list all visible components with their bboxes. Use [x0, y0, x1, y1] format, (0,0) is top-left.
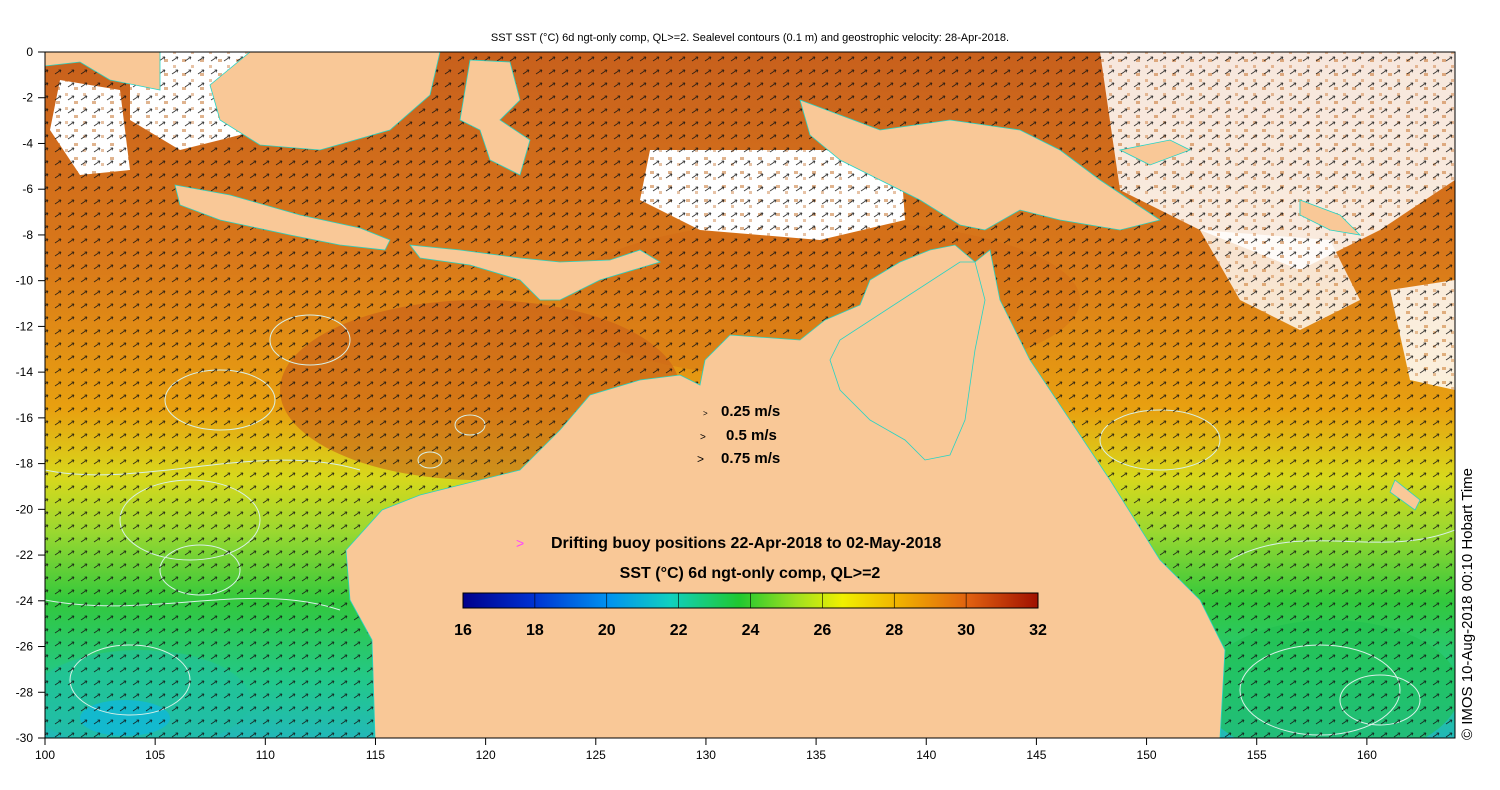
x-tick-label: 100 [35, 748, 55, 762]
y-tick-label: -18 [16, 457, 34, 471]
map-title: SST SST (°C) 6d ngt-only comp, QL>=2. Se… [491, 32, 1009, 44]
buoy-marker-icon: > [516, 535, 524, 551]
y-tick-label: -8 [22, 228, 33, 242]
velocity-legend-label: 0.75 m/s [721, 450, 780, 467]
y-tick-label: -14 [16, 365, 34, 379]
colorbar-tick-label: 24 [742, 622, 760, 639]
x-tick-label: 145 [1026, 748, 1046, 762]
velocity-legend: >0.25 m/s > 0.5 m/s > 0.75 m/s [697, 403, 780, 467]
y-tick-label: -24 [16, 594, 34, 608]
colorbar: SST (°C) 6d ngt-only comp, QL>=2 16 18 20 2… [454, 565, 1047, 639]
y-tick-label: 0 [26, 45, 33, 59]
colorbar-tick-label: 16 [454, 622, 472, 639]
velocity-legend-label: 0.25 m/s [721, 403, 780, 420]
y-tick-label: -30 [16, 731, 34, 745]
colorbar-tick-label: 28 [885, 622, 903, 639]
velocity-legend-label: 0.5 m/s [726, 427, 777, 444]
x-tick-label: 135 [806, 748, 826, 762]
buoy-legend: > Drifting buoy positions 22-Apr-2018 to… [516, 535, 941, 552]
y-tick-label: -2 [22, 91, 33, 105]
x-tick-label: 110 [256, 748, 275, 762]
land-australia [345, 244, 1226, 738]
colorbar-tick-label: 20 [598, 622, 616, 639]
velocity-arrow-icon: > [697, 452, 704, 466]
y-tick-label: -22 [16, 548, 34, 562]
land-sulawesi [459, 59, 531, 176]
y-tick-label: -12 [16, 319, 34, 333]
land-new-guinea [799, 99, 1161, 231]
velocity-arrow-icon: > [700, 432, 706, 443]
colorbar-tick-label: 30 [957, 622, 975, 639]
velocity-arrow-icon: > [703, 409, 708, 418]
land-borneo [209, 52, 441, 151]
x-tick-label: 140 [916, 748, 936, 762]
y-axis: 0 -2 -4 -6 -8 -10 -12 -14 -16 -18 -20 -22 -24 -26 -28 -… [16, 45, 45, 745]
x-tick-label: 115 [366, 748, 385, 762]
map-frame [44, 51, 1456, 739]
land-java [174, 184, 391, 251]
land-sunda-islands [409, 244, 661, 301]
colorbar-ticks: 16 18 20 22 24 26 28 30 32 [454, 593, 1047, 639]
x-tick-label: 105 [145, 748, 165, 762]
buoy-legend-label: Drifting buoy positions 22-Apr-2018 to 0… [551, 535, 941, 552]
x-tick-label: 150 [1137, 748, 1157, 762]
land-new-caledonia [1389, 479, 1421, 511]
credit-text: © IMOS 10-Aug-2018 00:10 Hobart Time [1459, 468, 1476, 740]
map-area [45, 52, 1455, 738]
land-solomons [1299, 199, 1362, 236]
x-tick-label: 130 [696, 748, 716, 762]
y-tick-label: -16 [16, 411, 34, 425]
land-new-britain [1118, 139, 1191, 166]
y-tick-label: -10 [16, 274, 34, 288]
land [45, 52, 1421, 738]
x-tick-label: 160 [1357, 748, 1377, 762]
colorbar-tick-label: 22 [670, 622, 688, 639]
x-axis: 100 105 110 115 120 125 130 135 140 145 150 155 160 [35, 738, 1377, 762]
colorbar-tick-label: 26 [813, 622, 831, 639]
land-cape-york [829, 261, 986, 461]
y-tick-label: -20 [16, 502, 34, 516]
colorbar-title: SST (°C) 6d ngt-only comp, QL>=2 [620, 565, 881, 582]
y-tick-label: -4 [22, 136, 33, 150]
colorbar-tick-label: 32 [1029, 622, 1047, 639]
land-sumatra [45, 52, 161, 91]
y-tick-label: -6 [22, 182, 33, 196]
y-tick-label: -26 [16, 640, 34, 654]
x-tick-label: 125 [586, 748, 606, 762]
y-tick-label: -28 [16, 685, 34, 699]
x-tick-label: 120 [476, 748, 496, 762]
colorbar-tick-label: 18 [526, 622, 544, 639]
x-tick-label: 155 [1247, 748, 1267, 762]
